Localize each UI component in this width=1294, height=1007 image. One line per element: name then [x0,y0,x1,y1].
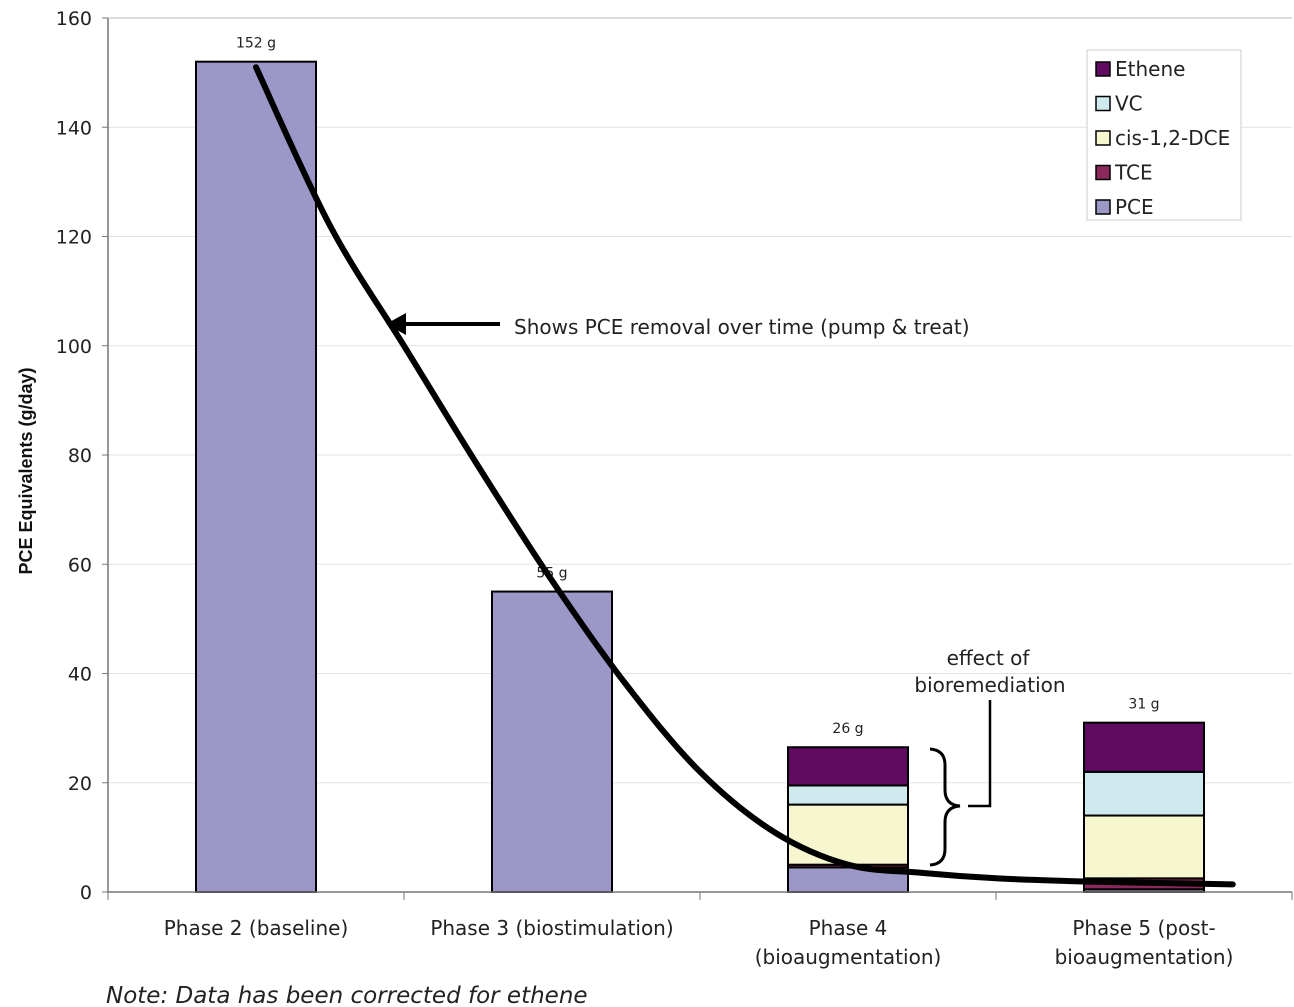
bar-segment-pce [195,60,317,893]
legend-label: cis-1,2-DCE [1115,126,1230,150]
bio-annotation-line1: effect of [947,646,1031,670]
y-tick-label: 0 [80,882,92,904]
bar-segment-ethene [1083,721,1205,773]
legend-swatch [1095,164,1111,181]
y-tick-label: 160 [56,8,92,30]
value-label: 26 g [832,721,863,737]
legend-box [1086,49,1242,221]
value-label: 31 g [1128,697,1159,713]
legend-swatch [1095,95,1111,112]
y-tick-label: 80 [68,445,92,467]
x-category-label: Phase 4 [809,916,888,940]
x-category-label: Phase 5 (post- [1072,916,1215,940]
legend-label: VC [1115,92,1143,116]
legend-swatch [1095,61,1111,77]
y-tick-label: 40 [68,664,92,686]
axes [107,17,1293,900]
bars [195,60,1205,894]
annotations: Shows PCE removal over time (pump & trea… [386,313,1066,867]
bar-segment-ethene [787,746,909,787]
legend: Ethene VC cis-1,2-DCE TCE PCE [1086,49,1242,221]
value-labels: 152 g55 g26 g31 g [236,36,1160,738]
x-category-label: (bioaugmentation) [755,945,942,969]
legend-label: PCE [1115,195,1154,219]
bar-segment-cis-1-2-dce [787,803,909,866]
y-tick-label: 120 [56,227,92,249]
x-category-labels: Phase 2 (baseline) Phase 3 (biostimulatio… [164,916,1234,969]
y-tick-label: 100 [56,336,92,358]
y-axis-label: PCE Equivalents (g/day) [16,367,36,574]
bar-segment-vc [1083,770,1205,817]
y-tick-label: 20 [68,773,92,795]
bio-annotation-line2: bioremediation [914,673,1065,697]
x-category-label: Phase 3 (biostimulation) [430,916,673,940]
trend-curve-line [253,64,1236,888]
legend-label: TCE [1114,161,1153,185]
trend-arrow-head [386,313,406,335]
legend-swatch [1095,199,1111,215]
x-category-label: Phase 2 (baseline) [164,916,349,940]
brace [929,747,961,867]
bar-segment-vc [787,784,909,806]
x-category-label: bioaugmentation) [1055,945,1234,969]
legend-label: Ethene [1115,57,1185,81]
y-tick-labels: 0 20 40 60 80 100 120 140 160 [56,8,92,904]
legend-swatch [1095,130,1111,146]
y-tick-label: 140 [56,117,92,139]
y-tick-label: 60 [68,554,92,576]
trend-annotation: Shows PCE removal over time (pump & trea… [514,315,970,339]
trend-curve [253,64,1236,888]
brace-leader [968,700,992,808]
footnote: Note: Data has been corrected for ethene [106,983,588,1007]
value-label: 152 g [236,36,276,52]
bar-segment-cis-1-2-dce [1083,814,1205,880]
